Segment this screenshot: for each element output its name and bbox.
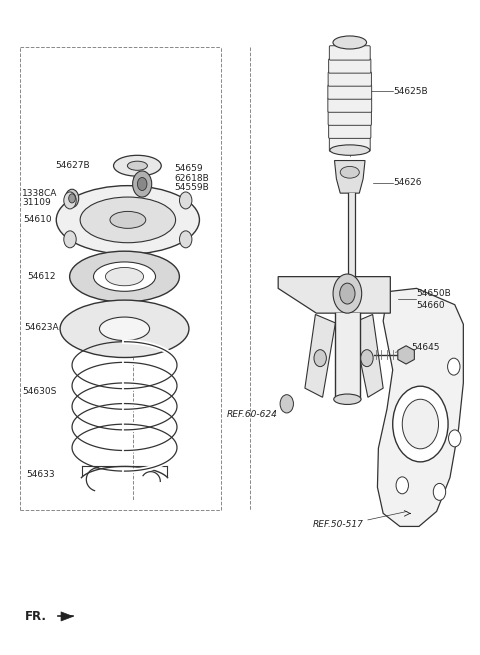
Ellipse shape <box>56 185 199 254</box>
Text: 54559B: 54559B <box>174 183 209 193</box>
Circle shape <box>447 358 460 375</box>
Ellipse shape <box>106 267 144 286</box>
FancyBboxPatch shape <box>329 59 371 73</box>
Circle shape <box>65 189 79 208</box>
Ellipse shape <box>127 161 147 170</box>
Text: 54627B: 54627B <box>55 161 89 170</box>
Text: 54659: 54659 <box>174 164 203 173</box>
FancyBboxPatch shape <box>328 111 372 125</box>
Text: 54623A: 54623A <box>24 323 59 332</box>
Ellipse shape <box>333 36 367 49</box>
Circle shape <box>340 283 355 304</box>
Text: 54633: 54633 <box>26 470 55 479</box>
Circle shape <box>137 178 147 191</box>
Text: REF.60-624: REF.60-624 <box>227 410 277 419</box>
FancyBboxPatch shape <box>328 72 372 86</box>
Text: 54610: 54610 <box>24 215 52 225</box>
Circle shape <box>132 171 152 197</box>
Polygon shape <box>305 314 336 398</box>
Polygon shape <box>335 160 365 193</box>
Ellipse shape <box>99 317 150 341</box>
FancyBboxPatch shape <box>328 98 372 112</box>
FancyBboxPatch shape <box>329 137 370 151</box>
Polygon shape <box>377 288 463 527</box>
Circle shape <box>180 231 192 248</box>
FancyBboxPatch shape <box>329 46 370 60</box>
Text: 54630S: 54630S <box>22 387 56 396</box>
Polygon shape <box>278 276 390 313</box>
FancyBboxPatch shape <box>329 124 371 138</box>
Bar <box>335 313 360 400</box>
Text: 54645: 54645 <box>411 343 439 352</box>
Circle shape <box>64 231 76 248</box>
Circle shape <box>361 350 373 367</box>
Text: 54660: 54660 <box>417 301 445 310</box>
Text: 54625B: 54625B <box>394 87 428 96</box>
Bar <box>348 193 355 290</box>
Text: 54612: 54612 <box>28 272 56 281</box>
Ellipse shape <box>330 145 370 155</box>
Polygon shape <box>353 314 383 398</box>
Circle shape <box>64 192 76 209</box>
Circle shape <box>433 483 446 500</box>
Circle shape <box>393 386 448 462</box>
Ellipse shape <box>110 212 146 229</box>
Ellipse shape <box>340 166 360 178</box>
Circle shape <box>280 395 293 413</box>
Text: 1338CA: 1338CA <box>23 189 58 198</box>
Text: FR.: FR. <box>25 610 47 623</box>
Text: REF.50-517: REF.50-517 <box>312 520 363 529</box>
Text: 31109: 31109 <box>23 198 51 208</box>
Polygon shape <box>61 612 73 621</box>
Ellipse shape <box>114 155 161 176</box>
Circle shape <box>402 400 439 449</box>
Ellipse shape <box>70 251 180 302</box>
Ellipse shape <box>80 197 176 243</box>
Polygon shape <box>398 346 414 364</box>
Ellipse shape <box>334 394 361 404</box>
Circle shape <box>396 477 408 494</box>
Text: 62618B: 62618B <box>174 174 209 183</box>
Text: 54626: 54626 <box>394 178 422 187</box>
Circle shape <box>448 430 461 447</box>
Circle shape <box>180 192 192 209</box>
FancyBboxPatch shape <box>328 85 372 99</box>
Ellipse shape <box>94 262 156 291</box>
Circle shape <box>314 350 326 367</box>
Circle shape <box>333 274 362 313</box>
Text: 54650B: 54650B <box>417 289 451 298</box>
Circle shape <box>69 194 75 203</box>
Ellipse shape <box>60 300 189 358</box>
